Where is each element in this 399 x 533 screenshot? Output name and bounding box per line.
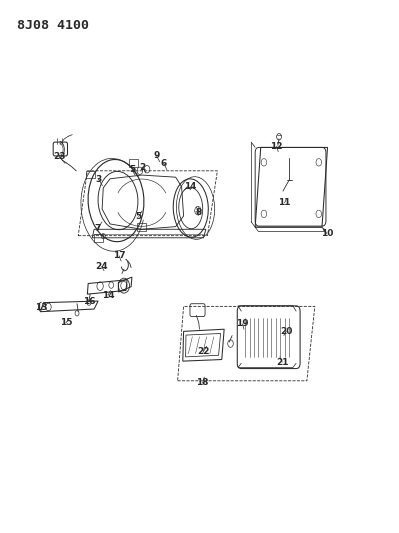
Text: 4: 4 bbox=[190, 182, 196, 191]
Text: 8: 8 bbox=[196, 208, 202, 217]
Text: 6: 6 bbox=[160, 159, 167, 168]
Text: 23: 23 bbox=[53, 152, 66, 161]
Text: 1: 1 bbox=[184, 182, 190, 191]
Text: 7: 7 bbox=[95, 224, 101, 233]
Text: 24: 24 bbox=[95, 262, 108, 271]
Text: 18: 18 bbox=[196, 378, 209, 387]
Text: 15: 15 bbox=[60, 318, 72, 327]
Text: 3: 3 bbox=[95, 175, 102, 184]
Text: 5: 5 bbox=[136, 212, 142, 221]
Text: 2: 2 bbox=[140, 163, 146, 172]
Text: 20: 20 bbox=[280, 327, 292, 336]
Text: 5: 5 bbox=[129, 165, 135, 174]
Text: 17: 17 bbox=[113, 252, 126, 260]
Text: 22: 22 bbox=[197, 347, 210, 356]
Text: 13: 13 bbox=[35, 303, 47, 312]
Text: 11: 11 bbox=[279, 198, 291, 207]
Text: 16: 16 bbox=[83, 297, 95, 306]
Text: 21: 21 bbox=[276, 358, 288, 367]
Text: 12: 12 bbox=[271, 142, 283, 151]
Text: 14: 14 bbox=[102, 290, 115, 300]
Text: 10: 10 bbox=[320, 229, 333, 238]
Text: 19: 19 bbox=[236, 319, 249, 328]
Text: 9: 9 bbox=[153, 151, 160, 160]
Text: 8J08 4100: 8J08 4100 bbox=[17, 19, 89, 33]
